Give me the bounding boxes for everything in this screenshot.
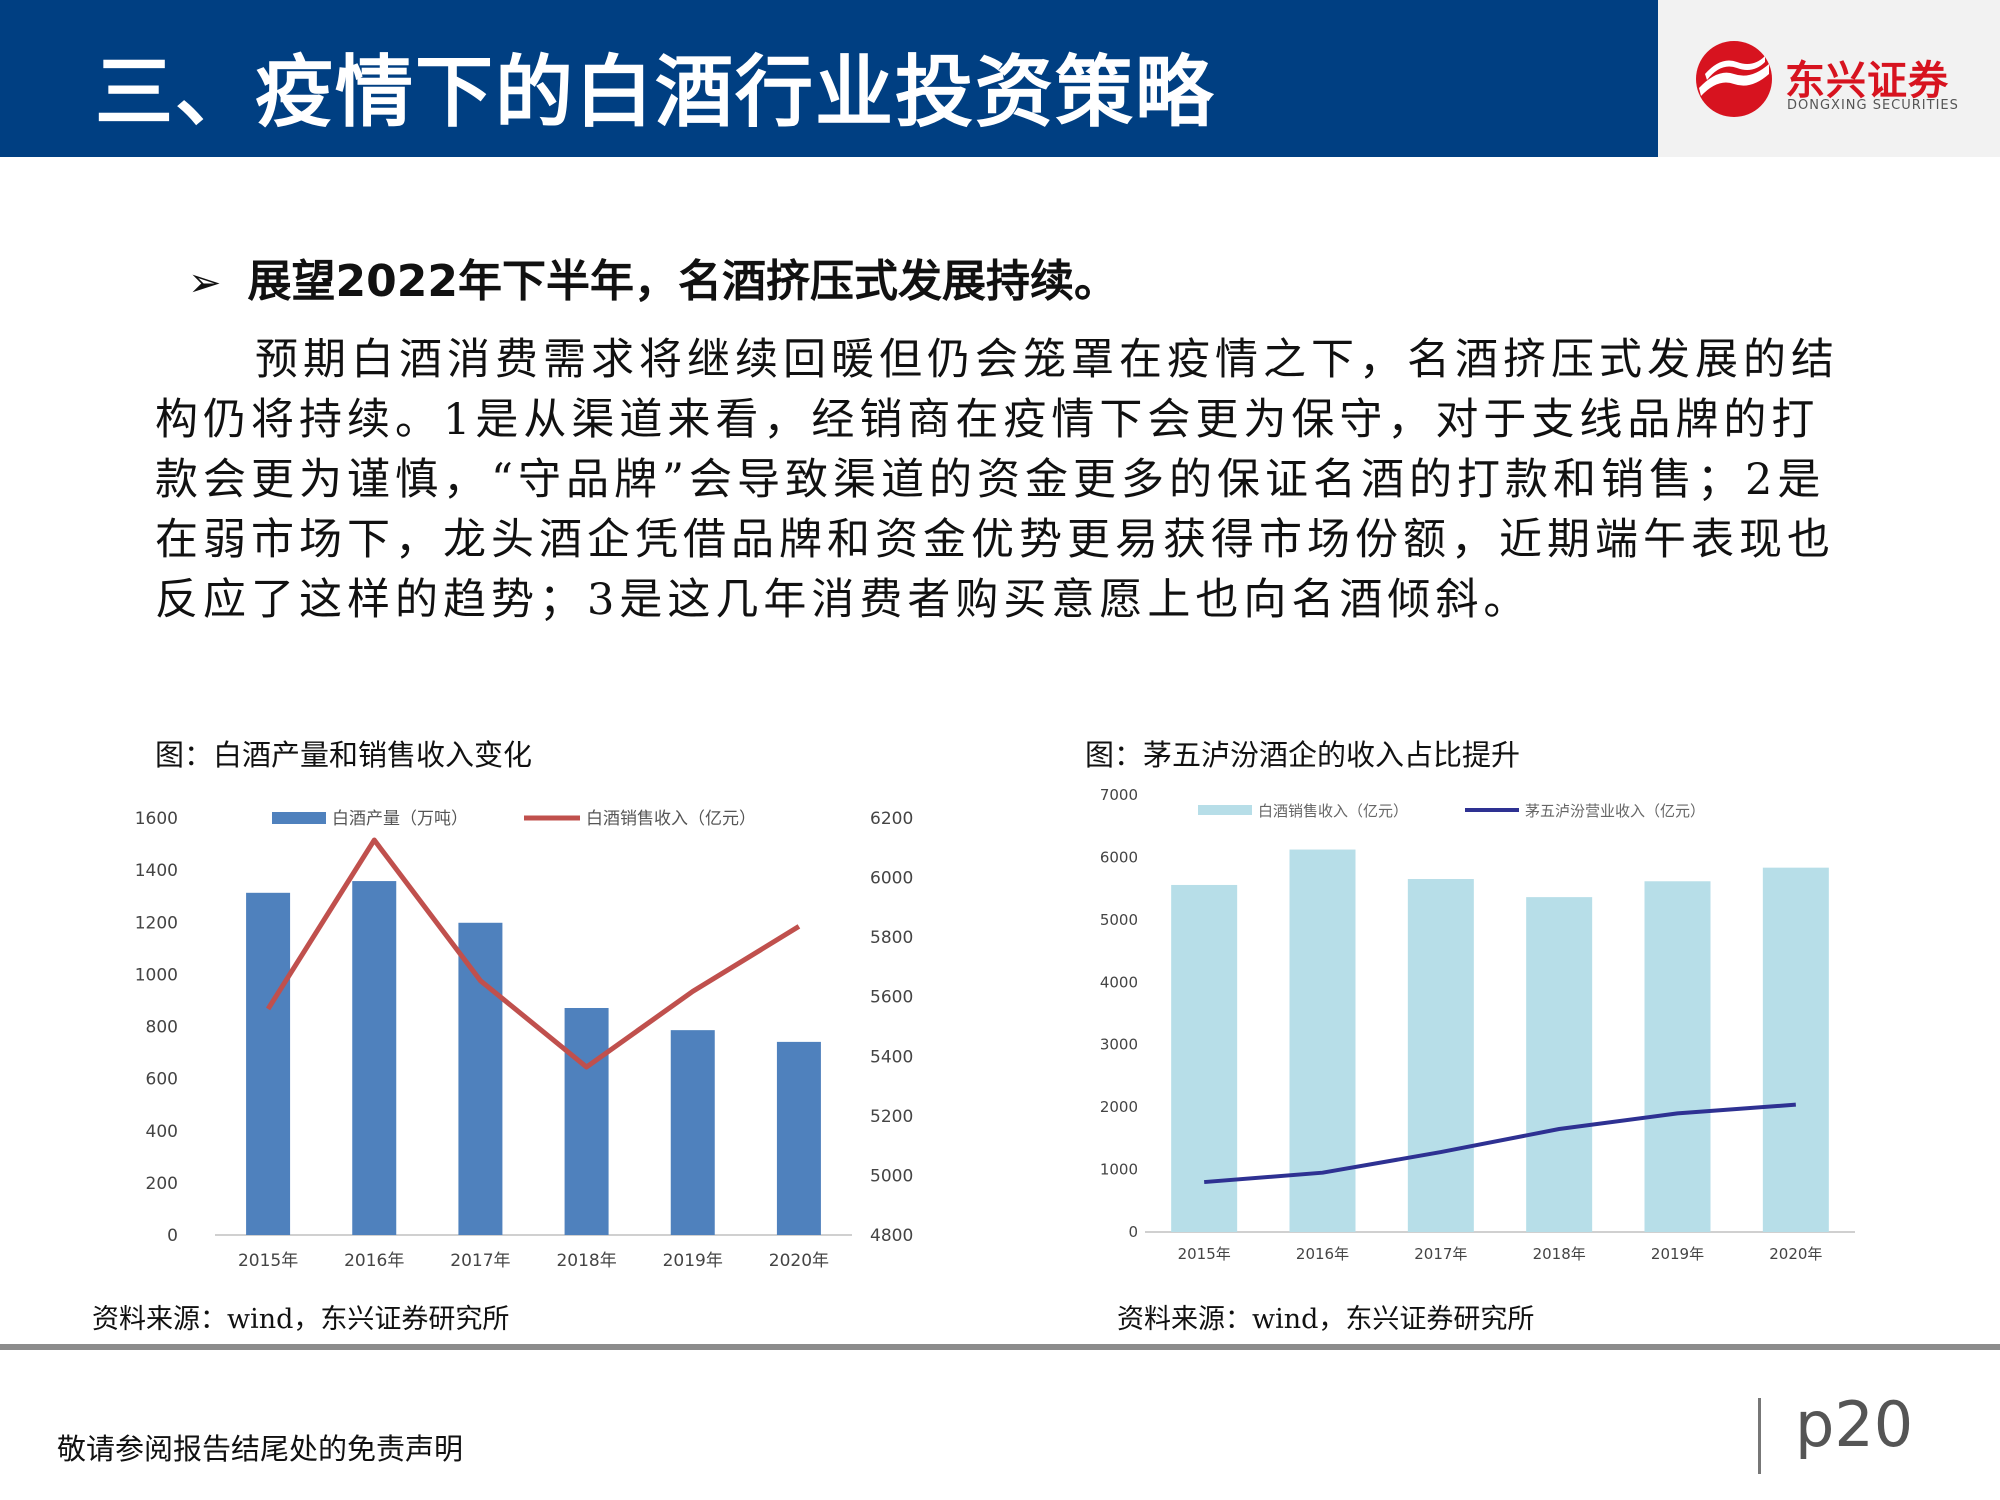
y-left-tick-label: 1200 <box>135 913 178 933</box>
y-right-tick-label: 5600 <box>870 988 913 1008</box>
y-right-tick-label: 6200 <box>870 809 913 829</box>
y-tick-label: 3000 <box>1100 1036 1138 1054</box>
x-tick-label: 2019年 <box>663 1251 723 1271</box>
legend-label-production: 白酒产量（万吨） <box>332 809 468 829</box>
legend-label-top-brands: 茅五泸汾营业收入（亿元） <box>1525 802 1705 820</box>
y-right-tick-label: 5400 <box>870 1047 913 1067</box>
x-tick-label: 2018年 <box>556 1251 616 1271</box>
chart2-top-brands-share: 0 1000 2000 3000 4000 5000 6000 7000 2015年 2016年 2… <box>1100 786 1855 1263</box>
bar-production <box>564 1007 609 1235</box>
y-tick-label: 5000 <box>1100 911 1138 929</box>
x-tick-label: 2020年 <box>769 1251 829 1271</box>
bar-production <box>670 1030 715 1235</box>
dongxing-logo-icon <box>1696 41 1772 117</box>
x-tick-label: 2018年 <box>1533 1245 1586 1263</box>
bar-sales-revenue <box>1171 884 1238 1232</box>
bar-production <box>458 922 503 1235</box>
x-tick-label: 2016年 <box>344 1251 404 1271</box>
logo: 东兴证券 DONGXING SECURITIES <box>1658 0 2000 157</box>
chart1-source: 资料来源：wind，东兴证券研究所 <box>92 1304 510 1335</box>
legend-label-revenue: 白酒销售收入（亿元） <box>586 809 756 829</box>
chart2-source: 资料来源：wind，东兴证券研究所 <box>1117 1304 1535 1335</box>
footer-divider <box>0 1344 2000 1350</box>
line-sales-revenue <box>265 837 801 1070</box>
logo-name-cn: 东兴证券 <box>1785 58 1949 104</box>
y-left-tick-label: 200 <box>146 1174 178 1194</box>
y-left-tick-label: 400 <box>146 1122 178 1142</box>
bar-production <box>776 1041 821 1235</box>
y-left-tick-label: 1600 <box>135 809 178 829</box>
x-tick-label: 2015年 <box>1178 1245 1231 1263</box>
x-tick-label: 2017年 <box>450 1251 510 1271</box>
y-tick-label: 2000 <box>1100 1098 1138 1116</box>
bar-production <box>246 892 291 1235</box>
legend-swatch-production <box>272 812 326 824</box>
y-right-tick-label: 5200 <box>870 1107 913 1127</box>
y-tick-label: 6000 <box>1100 848 1138 866</box>
bullet-heading: ➢ 展望2022年下半年，名酒挤压式发展持续。 <box>188 245 1118 309</box>
page-title: 三、疫情下的白酒行业投资策略 <box>95 48 1216 138</box>
bar-sales-revenue <box>1526 897 1593 1232</box>
y-left-tick-label: 0 <box>167 1226 178 1246</box>
arrow-bullet-icon: ➢ <box>188 260 222 306</box>
line-top-brands-revenue <box>1204 1102 1796 1185</box>
y-right-tick-label: 5800 <box>870 928 913 948</box>
bar-sales-revenue <box>1762 867 1829 1232</box>
legend-swatch-sales <box>1198 805 1252 815</box>
y-left-tick-label: 600 <box>146 1070 178 1090</box>
y-left-tick-label: 1000 <box>135 965 178 985</box>
page-number-separator <box>1758 1398 1761 1474</box>
x-tick-label: 2020年 <box>1769 1245 1822 1263</box>
x-tick-label: 2016年 <box>1296 1245 1349 1263</box>
bullet-text: 展望2022年下半年，名酒挤压式发展持续。 <box>247 256 1118 307</box>
y-tick-label: 0 <box>1128 1223 1138 1241</box>
legend-label-sales: 白酒销售收入（亿元） <box>1258 802 1408 820</box>
y-right-tick-label: 4800 <box>870 1226 913 1246</box>
y-tick-label: 4000 <box>1100 973 1138 991</box>
bar-sales-revenue <box>1644 881 1711 1232</box>
y-right-tick-label: 6000 <box>870 869 913 889</box>
y-tick-label: 1000 <box>1100 1161 1138 1179</box>
chart1-production-revenue: 0 200 400 600 800 1000 1200 1400 1600 4800 5000 520… <box>135 809 914 1271</box>
x-tick-label: 2017年 <box>1414 1245 1467 1263</box>
page-number: p20 <box>1795 1388 1914 1461</box>
logo-name-en: DONGXING SECURITIES <box>1787 98 1959 113</box>
x-tick-label: 2019年 <box>1651 1245 1704 1263</box>
footer-disclaimer: 敬请参阅报告结尾处的免责声明 <box>57 1432 464 1466</box>
y-right-tick-label: 5000 <box>870 1166 913 1186</box>
chart1-caption: 图：白酒产量和销售收入变化 <box>155 738 533 772</box>
bar-sales-revenue <box>1407 879 1474 1232</box>
chart2-caption: 图：茅五泸汾酒企的收入占比提升 <box>1085 738 1521 772</box>
header-banner: 三、疫情下的白酒行业投资策略 <box>0 0 1658 157</box>
x-tick-label: 2015年 <box>238 1251 298 1271</box>
y-tick-label: 7000 <box>1100 786 1138 804</box>
y-left-tick-label: 800 <box>146 1018 178 1038</box>
body-paragraph: 预期白酒消费需求将继续回暖但仍会笼罩在疫情之下，名酒挤压式发展的结构仍将持续。1… <box>155 335 1839 625</box>
bar-production <box>352 881 397 1235</box>
y-left-tick-label: 1400 <box>135 861 178 881</box>
